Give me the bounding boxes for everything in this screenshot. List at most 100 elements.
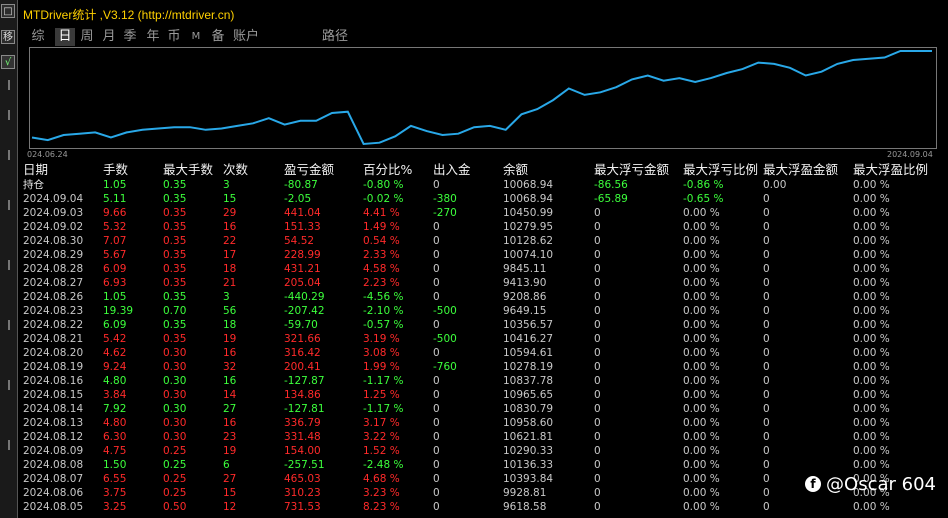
cell-profit-loss: -440.29 [284, 291, 325, 303]
cell-date: 2024.08.15 [23, 389, 84, 401]
header-max-float-loss-pct[interactable]: 最大浮亏比例 [683, 162, 759, 177]
header-profit-loss[interactable]: 盈亏金额 [284, 162, 335, 177]
cell-max-float-loss: 0 [594, 375, 601, 387]
cell-balance: 9845.11 [503, 263, 547, 275]
rail-tick [8, 320, 10, 330]
window-restore-button[interactable]: □ [1, 4, 15, 18]
table-row[interactable]: 2024.08.19 9.24 0.30 32 200.41 1.99 % -760 1027… [19, 360, 948, 374]
cell-count: 27 [223, 473, 237, 485]
cell-balance: 9649.15 [503, 305, 547, 317]
header-count[interactable]: 次数 [223, 162, 249, 177]
table-row[interactable]: 2024.08.14 7.92 0.30 27 -127.81 -1.17 % 0 10830… [19, 402, 948, 416]
cell-date: 2024.08.28 [23, 263, 84, 275]
header-lots[interactable]: 手数 [103, 162, 129, 177]
cell-count: 27 [223, 403, 237, 415]
cell-max-lots: 0.25 [163, 473, 187, 485]
table-row[interactable]: 2024.08.13 4.80 0.30 16 336.79 3.17 % 0 10958.6… [19, 416, 948, 430]
tab-3[interactable]: 周 [80, 29, 94, 44]
table-row[interactable]: 2024.08.06 3.75 0.25 15 310.23 3.23 % 0 9928.81… [19, 486, 948, 500]
header-max-float-loss[interactable]: 最大浮亏金额 [594, 162, 670, 177]
cell-percent: 1.99 % [363, 361, 400, 373]
cell-cash-flow: 0 [433, 221, 440, 233]
tab-5[interactable]: 季 [123, 29, 137, 44]
cell-max-float-gain: 0 [763, 263, 770, 275]
cell-percent: -1.17 % [363, 375, 404, 387]
cell-max-float-loss-pct: 0.00 % [683, 207, 720, 219]
table-row[interactable]: 2024.08.05 3.25 0.50 12 731.53 8.23 % 0 9618.58… [19, 500, 948, 514]
cell-cash-flow: 0 [433, 319, 440, 331]
table-row[interactable]: 2024.08.12 6.30 0.30 23 331.48 3.22 % 0 10621.8… [19, 430, 948, 444]
tab-9[interactable]: 备 [211, 29, 225, 44]
tab-11[interactable]: 路径 [321, 29, 348, 44]
table-row[interactable]: 2024.08.21 5.42 0.35 19 321.66 3.19 % -500 1041… [19, 332, 948, 346]
tab-6[interactable]: 年 [146, 29, 160, 44]
cell-max-float-gain-pct: 0.00 % [853, 277, 890, 289]
cell-lots: 7.92 [103, 403, 127, 415]
header-percent[interactable]: 百分比% [363, 162, 413, 177]
cell-max-float-loss-pct: 0.00 % [683, 361, 720, 373]
tab-4[interactable]: 月 [102, 29, 116, 44]
cell-max-float-gain-pct: 0.00 % [853, 263, 890, 275]
cell-max-float-gain: 0 [763, 431, 770, 443]
cell-date: 2024.08.16 [23, 375, 84, 387]
cell-count: 17 [223, 249, 237, 261]
header-cash-flow[interactable]: 出入金 [433, 162, 471, 177]
watermark: f @Oscar 604 [805, 474, 936, 495]
check-icon[interactable]: √ [1, 55, 15, 69]
cell-count: 3 [223, 179, 230, 191]
table-row[interactable]: 2024.08.27 6.93 0.35 21 205.04 2.23 % 0 9413.90… [19, 276, 948, 290]
header-max-float-gain-pct[interactable]: 最大浮盈比例 [853, 162, 929, 177]
tab-10[interactable]: 账户 [232, 29, 259, 44]
header-date[interactable]: 日期 [23, 162, 49, 177]
cell-date: 2024.09.02 [23, 221, 84, 233]
table-row[interactable]: 2024.09.02 5.32 0.35 16 151.33 1.49 % 0 10279.9… [19, 220, 948, 234]
cell-percent: 3.19 % [363, 333, 400, 345]
cell-profit-loss: 205.04 [284, 277, 321, 289]
table-row[interactable]: 2024.08.07 6.55 0.25 27 465.03 4.68 % 0 10393.8… [19, 472, 948, 486]
tab-2[interactable]: 日 [55, 28, 75, 46]
tab-7[interactable]: 币 [167, 29, 181, 44]
cell-max-float-gain-pct: 0.00 % [853, 249, 890, 261]
table-row[interactable]: 持仓 1.05 0.35 3 -80.87 -0.80 % 0 10068.94 -86.56 -… [19, 178, 948, 192]
table-row[interactable]: 2024.09.04 5.11 0.35 15 -2.05 -0.02 % -380 1006… [19, 192, 948, 206]
balance-chart-svg [31, 50, 932, 146]
cell-max-float-gain: 0 [763, 347, 770, 359]
table-row[interactable]: 2024.08.22 6.09 0.35 18 -59.70 -0.57 % 0 10356.… [19, 318, 948, 332]
tab-1[interactable]: 综 [31, 29, 45, 44]
table-row[interactable]: 2024.08.15 3.84 0.30 14 134.86 1.25 % 0 10965.6… [19, 388, 948, 402]
cell-profit-loss: 321.66 [284, 333, 321, 345]
cell-balance: 10416.27 [503, 333, 554, 345]
table-row[interactable]: 2024.08.16 4.80 0.30 16 -127.87 -1.17 % 0 10837… [19, 374, 948, 388]
cell-max-float-gain: 0 [763, 389, 770, 401]
header-max-lots[interactable]: 最大手数 [163, 162, 214, 177]
cell-max-float-gain-pct: 0.00 % [853, 221, 890, 233]
cell-max-float-loss-pct: 0.00 % [683, 305, 720, 317]
table-row[interactable]: 2024.08.30 7.07 0.35 22 54.52 0.54 % 0 10128.62… [19, 234, 948, 248]
cell-count: 14 [223, 389, 237, 401]
table-row[interactable]: 2024.08.29 5.67 0.35 17 228.99 2.33 % 0 10074.1… [19, 248, 948, 262]
table-row[interactable]: 2024.08.26 1.05 0.35 3 -440.29 -4.56 % 0 9208.8… [19, 290, 948, 304]
table-row[interactable]: 2024.09.03 9.66 0.35 29 441.04 4.41 % -270 1045… [19, 206, 948, 220]
cell-max-float-loss: 0 [594, 361, 601, 373]
header-max-float-gain[interactable]: 最大浮盈金额 [763, 162, 839, 177]
move-handle-button[interactable]: 移 [1, 30, 15, 44]
cell-max-lots: 0.35 [163, 277, 187, 289]
cell-max-lots: 0.30 [163, 389, 187, 401]
table-row[interactable]: 2024.08.09 4.75 0.25 19 154.00 1.52 % 0 10290.3… [19, 444, 948, 458]
cell-percent: 3.17 % [363, 417, 400, 429]
cell-max-float-loss: 0 [594, 305, 601, 317]
chart-end-date: 2024.09.04 [887, 150, 933, 159]
cell-cash-flow: -760 [433, 361, 457, 373]
table-row[interactable]: 2024.08.23 19.39 0.70 56 -207.42 -2.10 % -500 9… [19, 304, 948, 318]
cell-max-float-gain: 0 [763, 207, 770, 219]
cell-percent: 3.22 % [363, 431, 400, 443]
cell-max-float-loss: 0 [594, 319, 601, 331]
table-row[interactable]: 2024.08.28 6.09 0.35 18 431.21 4.58 % 0 9845.11… [19, 262, 948, 276]
tab-8[interactable]: M [191, 31, 201, 42]
table-row[interactable]: 2024.08.20 4.62 0.30 16 316.42 3.08 % 0 10594.6… [19, 346, 948, 360]
table-row[interactable]: 2024.08.08 1.50 0.25 6 -257.51 -2.48 % 0 10136.… [19, 458, 948, 472]
header-balance[interactable]: 余额 [503, 162, 529, 177]
cell-max-float-loss: 0 [594, 263, 601, 275]
cell-max-float-loss-pct: 0.00 % [683, 333, 720, 345]
cell-cash-flow: 0 [433, 459, 440, 471]
